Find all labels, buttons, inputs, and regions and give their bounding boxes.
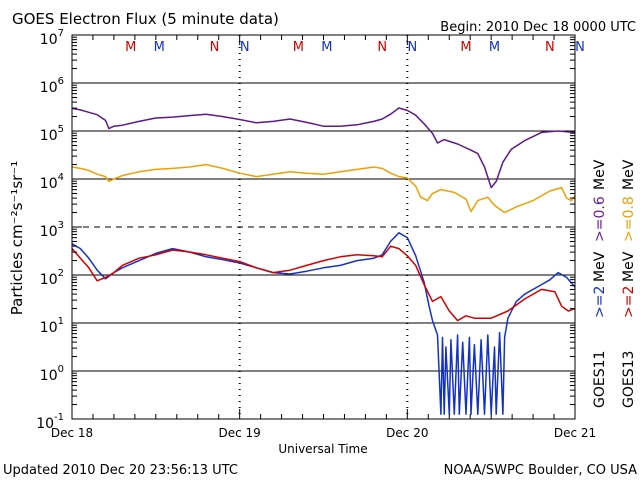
y-tick-label-2: 105 [40,124,64,144]
legend-goes11-mev-1: MeV [592,159,608,190]
x-tick-label-1: Dec 19 [219,426,261,440]
y-tick-label-0: 107 [40,28,64,48]
grid-lines [72,35,575,419]
legend: GOES11 GOES13 >=2 >=2 MeV MeV >=0.6 >=0.… [592,159,637,408]
chart-title: GOES Electron Flux (5 minute data) [12,10,279,28]
marker-9: M [489,40,500,55]
legend-goes13: GOES13 [621,351,637,408]
marker-4: M [293,40,304,55]
y-tick-label-3: 104 [40,172,64,192]
marker-2: N [210,40,220,55]
legend-goes11-mev-2: MeV [592,251,608,282]
y-axis-label: Particles cm⁻²s⁻¹sr⁻¹ [8,161,26,315]
series-2 [71,232,576,415]
marker-3: N [240,40,250,55]
series-1 [71,163,576,214]
marker-11: N [575,40,585,55]
y-tick-labels: 107 106 105 104 103 102 101 100 10-1 [36,28,64,432]
x-tick-labels: Dec 18 Dec 19 Dec 20 Dec 21 [51,426,596,440]
y-tick-label-5: 102 [40,268,64,288]
x-tick-label-3: Dec 21 [554,426,596,440]
marker-10: N [545,40,555,55]
legend-goes13-mev-2: MeV [621,251,637,282]
legend-goes13-mev-1: MeV [621,159,637,190]
y-tick-label-1: 106 [40,76,64,96]
series-0 [71,107,576,189]
y-tick-label-8: 10-1 [36,412,64,432]
marker-5: M [321,40,332,55]
x-tick-label-2: Dec 20 [386,426,428,440]
plot-frame [71,34,576,420]
legend-goes11: GOES11 [592,351,608,408]
x-tick-label-0: Dec 18 [51,426,93,440]
plot-border [71,34,576,420]
marker-6: N [377,40,387,55]
begin-label: Begin: 2010 Dec 18 0000 UTC [440,20,636,35]
data-series [71,107,576,415]
marker-7: N [407,40,417,55]
marker-0: M [125,40,136,55]
x-axis-label: Universal Time [278,442,367,456]
credit-label: NOAA/SWPC Boulder, CO USA [444,463,637,478]
legend-goes11-gt06: >=0.6 [592,196,608,242]
marker-8: M [460,40,471,55]
marker-1: M [154,40,165,55]
legend-goes11-gt2: >=2 [592,286,608,318]
y-tick-label-7: 100 [40,364,64,384]
y-tick-label-4: 103 [40,220,64,240]
series-3 [71,245,576,322]
legend-goes13-gt08: >=0.8 [621,196,637,242]
updated-timestamp: Updated 2010 Dec 20 23:56:13 UTC [3,463,238,478]
y-tick-label-6: 101 [40,316,64,336]
legend-goes13-gt2: >=2 [621,286,637,318]
